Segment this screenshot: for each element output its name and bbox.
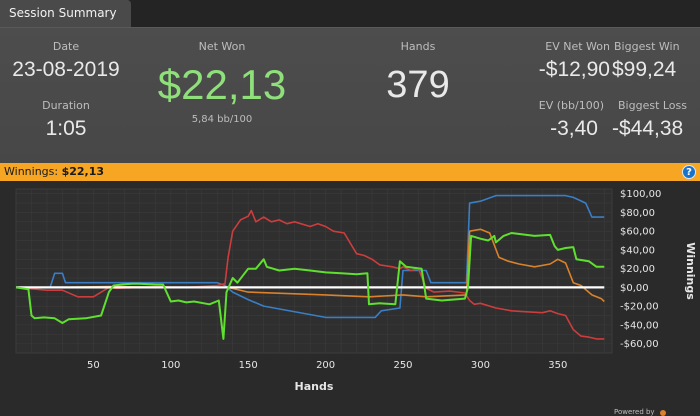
ev-net-won-value: -$12,90 [538, 58, 610, 81]
x-tick-label: 350 [548, 360, 567, 371]
biggest-win-value: $99,24 [612, 58, 677, 81]
ev-bb-label: EV (bb/100) [538, 99, 604, 112]
y-tick-label: -$40,00 [620, 320, 659, 331]
y-tick-label: $100,00 [620, 189, 661, 200]
y-tick-label: -$20,00 [620, 302, 659, 313]
winnings-chart-area: $100,00 $80,00 $60,00 $40,00 $20,00 $0,00 -$20… [0, 181, 700, 416]
date-label: Date [52, 40, 80, 53]
session-summary-panel: Date 23-08-2019 Duration 1:05 Net Won $2… [0, 27, 700, 163]
hands-value: 379 [386, 64, 450, 106]
hands-label: Hands [400, 40, 436, 53]
y-tick-label: $40,00 [620, 245, 655, 256]
x-tick-label: 150 [239, 360, 258, 371]
tab-session-summary[interactable]: Session Summary [0, 0, 131, 27]
x-tick-label: 100 [161, 360, 180, 371]
y-tick-label: $0,00 [620, 283, 649, 294]
net-won-label: Net Won [198, 40, 246, 53]
tab-bar: Session Summary [0, 0, 700, 27]
ev-bb-value: -3,40 [550, 117, 598, 140]
date-value: 23-08-2019 [12, 58, 120, 81]
ev-net-won-label: EV Net Won [545, 40, 610, 53]
winnings-label: Winnings: [4, 165, 59, 178]
y-tick-label: $80,00 [620, 208, 655, 219]
x-tick-label: 200 [316, 360, 335, 371]
x-axis-label: Hands [295, 380, 334, 393]
winnings-chart: $100,00 $80,00 $60,00 $40,00 $20,00 $0,00 -$20… [15, 188, 697, 393]
x-tick-label: 300 [471, 360, 490, 371]
biggest-win-label: Biggest Win [614, 40, 680, 53]
powered-by-text: Powered by [614, 408, 655, 416]
x-tick-label: 250 [393, 360, 412, 371]
y-tick-label: $60,00 [620, 227, 655, 238]
y-tick-label: -$60,00 [620, 339, 659, 350]
biggest-loss-value: -$44,38 [612, 117, 684, 140]
series-line-green [15, 232, 605, 340]
biggest-loss-label: Biggest Loss [618, 99, 688, 112]
x-tick-label: 50 [87, 360, 100, 371]
net-won-value: $22,13 [157, 61, 287, 108]
bb-per-100-value: 5,84 bb/100 [191, 114, 253, 125]
series-line-blue [16, 194, 605, 319]
winnings-bar: Winnings: $22,13 ? [0, 163, 700, 181]
y-tick-label: $20,00 [620, 264, 655, 275]
help-icon[interactable]: ? [682, 165, 696, 179]
winnings-value: $22,13 [61, 165, 105, 178]
brand-logo-icon [660, 410, 666, 416]
y-axis-label: Winnings [684, 242, 697, 300]
duration-label: Duration [42, 99, 90, 112]
duration-value: 1:05 [45, 117, 87, 140]
